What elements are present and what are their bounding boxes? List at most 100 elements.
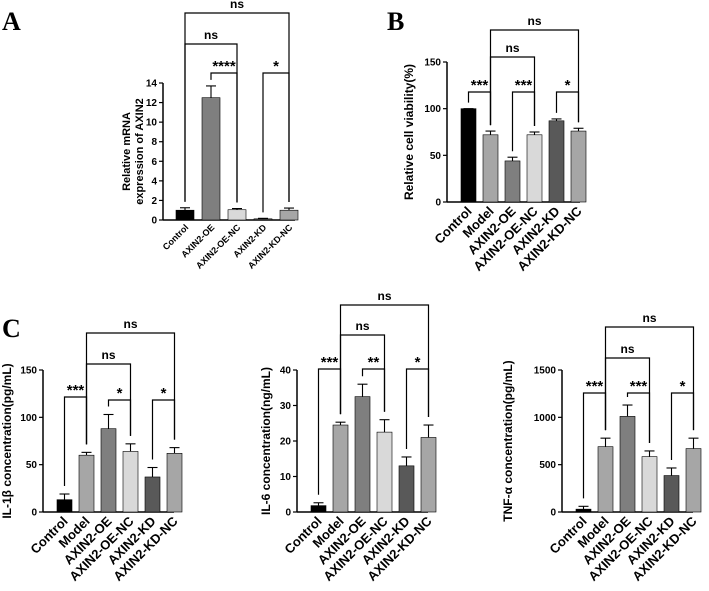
significance-label: ns <box>620 342 634 356</box>
y-tick-label: 10 <box>146 118 158 129</box>
y-tick-label: 0 <box>285 508 291 519</box>
bar-axin2-oe-nc <box>227 209 247 221</box>
significance-bracket <box>511 91 536 152</box>
significance-bracket <box>210 72 238 203</box>
y-tick-label: 0 <box>435 198 441 209</box>
y-tick-label: 1000 <box>534 413 557 424</box>
y-axis-label: IL-1β concentration(pg/mL) <box>0 363 14 518</box>
bar-axin2-oe-nc <box>122 451 139 513</box>
bar-axin2-oe <box>201 97 221 221</box>
y-tick-label: 150 <box>20 366 37 377</box>
significance-label: ns <box>505 41 519 55</box>
bar-model <box>78 454 95 513</box>
bar-control <box>175 209 195 221</box>
significance-label: ns <box>642 311 656 325</box>
bar-axin2-oe <box>100 428 117 513</box>
y-tick-label: 8 <box>151 137 157 148</box>
y-axis-label-line: expression of AXIN2 <box>134 98 146 205</box>
bar-axin2-kd-nc <box>279 209 299 221</box>
significance-bracket <box>151 399 176 460</box>
significance-label: **** <box>212 58 236 75</box>
significance-bracket <box>262 72 290 213</box>
y-tick-label: 20 <box>280 437 292 448</box>
y-tick-label: 500 <box>539 460 556 471</box>
significance-label: ** <box>368 354 380 371</box>
bar-axin2-kd-nc <box>570 130 587 203</box>
significance-label: ns <box>355 319 369 333</box>
bar-axin2-oe <box>354 396 371 513</box>
significance-bracket <box>405 368 430 449</box>
y-tick-label: 30 <box>280 401 292 412</box>
significance-label: *** <box>321 354 339 371</box>
bar-model <box>482 134 499 203</box>
panel-letter-b: B <box>387 7 404 36</box>
significance-label: *** <box>67 382 85 399</box>
y-tick-label: 1500 <box>534 366 557 377</box>
bar-axin2-kd <box>253 218 273 221</box>
significance-bracket <box>626 392 651 443</box>
bar-axin2-oe <box>504 160 521 203</box>
y-axis-label: Relative mRNAexpression of AXIN2 <box>121 98 146 205</box>
significance-label: * <box>565 77 571 94</box>
bar-axin2-kd-nc <box>166 453 183 513</box>
significance-bracket <box>361 368 386 412</box>
y-tick-label: 12 <box>146 98 158 109</box>
significance-bracket <box>317 368 342 495</box>
significance-label: * <box>415 354 421 371</box>
significance-bracket <box>467 91 492 126</box>
significance-bracket <box>555 91 580 123</box>
bar-axin2-kd-nc <box>685 448 702 513</box>
significance-label: *** <box>471 77 489 94</box>
significance-label: ns <box>230 0 244 11</box>
significance-label: * <box>117 385 123 402</box>
bar-axin2-oe <box>619 416 636 513</box>
y-tick-label: 100 <box>20 413 37 424</box>
significance-bracket <box>670 392 695 460</box>
y-tick-label: 0 <box>31 508 37 519</box>
y-axis-label: TNF-α concentration(pg/mL) <box>501 360 515 521</box>
y-tick-label: 50 <box>26 460 38 471</box>
bar-control <box>310 505 327 513</box>
significance-label: * <box>680 378 686 395</box>
y-tick-label: 14 <box>146 79 158 90</box>
y-tick-label: 10 <box>280 472 292 483</box>
y-tick-label: 0 <box>151 216 157 227</box>
y-tick-label: 0 <box>550 508 556 519</box>
panel-letter-c: C <box>2 314 21 343</box>
bar-axin2-oe-nc <box>376 431 393 513</box>
significance-label: ns <box>204 28 218 42</box>
bar-axin2-kd-nc <box>420 437 437 513</box>
bar-model <box>332 424 349 513</box>
bar-control <box>460 108 477 203</box>
bar-axin2-oe-nc <box>641 456 658 513</box>
y-tick-label: 2 <box>151 196 157 207</box>
y-axis-label: IL-6 concentration(ng/mL) <box>259 367 273 515</box>
significance-bracket <box>582 392 607 499</box>
bar-control <box>575 508 592 513</box>
y-axis-label-line: Relative mRNA <box>121 112 133 191</box>
bar-model <box>597 446 614 513</box>
y-tick-label: 4 <box>151 176 157 187</box>
significance-bracket <box>107 399 132 436</box>
bar-axin2-kd <box>663 475 680 513</box>
significance-label: *** <box>630 378 648 395</box>
significance-label: *** <box>515 77 533 94</box>
y-tick-label: 50 <box>430 151 442 162</box>
bar-axin2-kd <box>144 476 161 513</box>
significance-label: ns <box>101 348 115 362</box>
bar-axin2-kd <box>398 465 415 513</box>
panel-letter-a: A <box>2 7 21 36</box>
significance-bracket <box>63 396 88 487</box>
significance-label: *** <box>586 378 604 395</box>
significance-label: * <box>273 58 279 75</box>
y-tick-label: 150 <box>424 58 441 69</box>
y-axis-label: Relative cell viability(%) <box>402 64 416 200</box>
significance-label: ns <box>377 289 391 303</box>
bar-axin2-oe-nc <box>526 134 543 203</box>
significance-label: ns <box>527 14 541 28</box>
